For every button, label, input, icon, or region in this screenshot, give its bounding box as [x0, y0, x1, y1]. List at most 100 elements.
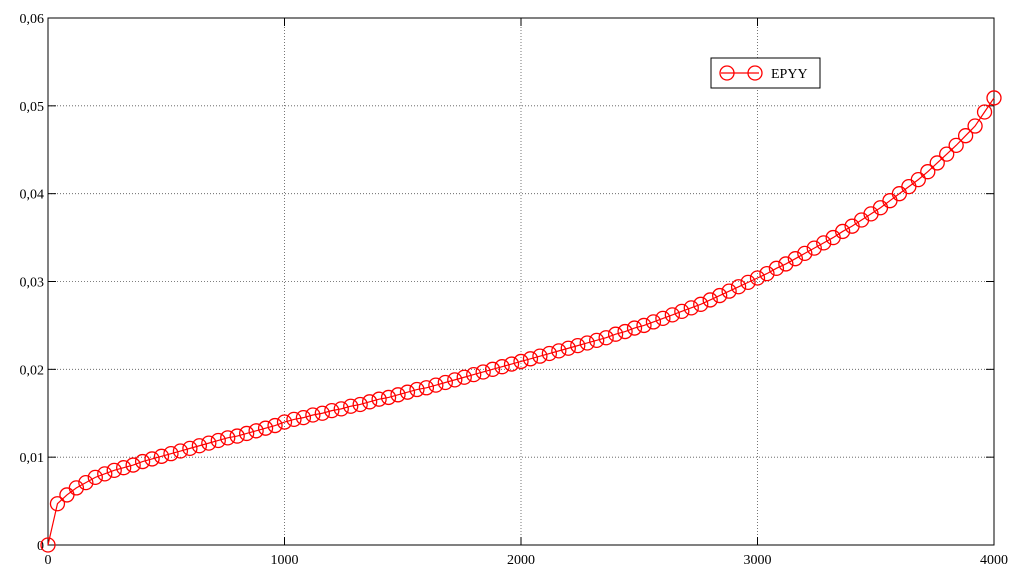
marker: [371, 391, 387, 407]
x-tick-label: 3000: [744, 553, 772, 568]
y-tick-label: 0,02: [20, 363, 45, 378]
marker: [806, 240, 822, 256]
marker: [437, 374, 453, 391]
marker: [494, 359, 510, 375]
y-tick-label: 0,04: [20, 188, 45, 203]
marker: [153, 448, 170, 464]
marker: [343, 398, 359, 414]
marker: [929, 155, 945, 171]
marker: [513, 353, 529, 370]
marker: [286, 411, 302, 428]
marker: [418, 380, 435, 396]
y-tick-label: 0,03: [20, 276, 45, 291]
marker: [399, 384, 416, 400]
marker: [787, 251, 803, 267]
marker: [589, 332, 605, 348]
marker: [475, 364, 491, 380]
marker: [409, 381, 425, 398]
marker: [267, 417, 283, 434]
marker: [721, 283, 737, 299]
marker: [503, 356, 520, 372]
marker: [910, 171, 926, 188]
marker: [68, 480, 85, 496]
marker: [967, 118, 983, 134]
marker: [314, 405, 330, 421]
marker: [466, 366, 482, 383]
marker: [541, 345, 558, 362]
marker: [683, 300, 699, 316]
legend-marker: [747, 65, 763, 81]
marker: [702, 292, 718, 308]
x-tick-label: 2000: [507, 553, 535, 568]
marker: [116, 460, 132, 476]
marker: [636, 317, 652, 334]
marker: [598, 330, 614, 346]
marker: [834, 223, 851, 240]
marker: [239, 425, 255, 442]
marker: [920, 164, 936, 180]
marker: [532, 348, 548, 364]
marker: [172, 443, 189, 459]
x-tick-label: 4000: [980, 553, 1008, 568]
marker: [816, 235, 832, 251]
marker: [305, 407, 321, 423]
marker: [522, 351, 539, 367]
marker: [655, 310, 671, 327]
legend-label: EPYY: [771, 67, 808, 82]
marker: [361, 394, 378, 410]
marker: [257, 420, 274, 436]
marker: [201, 435, 217, 451]
y-tick-label: 0,01: [20, 451, 45, 466]
marker: [456, 369, 472, 385]
marker: [626, 320, 643, 336]
marker: [740, 274, 756, 291]
marker: [333, 401, 349, 417]
marker: [712, 287, 728, 304]
marker: [97, 466, 113, 482]
marker: [248, 423, 264, 439]
marker: [560, 340, 576, 356]
marker: [484, 361, 501, 377]
marker: [607, 326, 624, 342]
marker: [948, 137, 964, 154]
marker: [645, 314, 662, 330]
x-tick-label: 1000: [271, 553, 299, 568]
x-tick-label: 0: [45, 553, 52, 568]
marker: [182, 440, 198, 457]
marker: [674, 303, 690, 320]
marker: [768, 260, 785, 276]
marker: [693, 296, 709, 312]
marker: [570, 337, 586, 354]
marker: [428, 377, 444, 393]
marker: [144, 451, 160, 467]
marker: [125, 457, 141, 473]
marker: [106, 462, 122, 478]
marker: [447, 372, 463, 388]
plot-frame: [47, 17, 995, 546]
marker: [276, 414, 293, 430]
marker: [324, 402, 340, 419]
marker: [87, 469, 103, 486]
marker: [229, 428, 245, 444]
marker: [40, 537, 56, 553]
legend-marker: [719, 65, 735, 81]
marker: [295, 409, 312, 426]
marker: [939, 146, 955, 162]
marker: [220, 430, 236, 446]
marker: [778, 256, 794, 272]
marker: [191, 438, 208, 454]
marker: [797, 245, 813, 262]
marker: [380, 389, 397, 406]
marker: [78, 474, 94, 491]
marker: [664, 307, 681, 323]
marker: [957, 128, 974, 144]
marker: [210, 432, 226, 449]
marker: [49, 496, 66, 512]
marker: [134, 453, 151, 470]
marker: [579, 335, 595, 351]
y-tick-label: 0,05: [20, 100, 45, 115]
marker: [390, 387, 406, 403]
marker: [352, 396, 368, 413]
